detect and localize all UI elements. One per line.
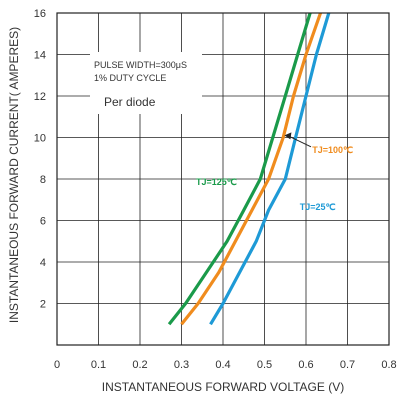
y-tick-labels: 2 4 6 8 10 12 14 16 (34, 8, 46, 311)
series-labels: TJ=125℃ TJ=100℃ TJ=25℃ (196, 132, 353, 212)
series-label-arrow (289, 135, 312, 148)
y-tick-label: 2 (40, 299, 46, 311)
y-tick-label: 10 (34, 133, 46, 145)
arrow-head (284, 132, 292, 140)
x-tick-label: 0.7 (340, 359, 355, 371)
series-line-1 (180, 12, 323, 326)
y-tick-label: 8 (40, 174, 46, 186)
pulse-width-note: PULSE WIDTH=300μS (94, 60, 187, 70)
per-diode-note: Per diode (104, 95, 156, 109)
x-tick-labels: 0 0.1 0.2 0.3 0.4 0.5 0.6 0.7 0.8 (54, 359, 397, 371)
annotation-background (90, 52, 202, 114)
x-tick-label: 0.2 (132, 359, 147, 371)
x-tick-label: 0.6 (298, 359, 313, 371)
y-tick-label: 6 (40, 216, 46, 228)
x-axis-title: INSTANTANEOUS FORWARD VOLTAGE (V) (102, 380, 344, 394)
x-tick-label: 0.3 (174, 359, 189, 371)
y-tick-label: 12 (34, 91, 46, 103)
x-tick-label: 0.4 (215, 359, 230, 371)
series-label-2: TJ=25℃ (300, 202, 336, 212)
y-tick-label: 14 (34, 50, 46, 62)
annotation-box (90, 52, 202, 114)
series-label-0: TJ=125℃ (196, 177, 237, 187)
x-tick-label: 0.8 (381, 359, 396, 371)
x-tick-label: 0.1 (91, 359, 106, 371)
y-axis-title: INSTANTANEOUS FORWARD CURRENT( AMPERES) (7, 27, 21, 323)
series-lines (167, 12, 331, 326)
y-tick-label: 4 (40, 257, 46, 269)
x-tick-label: 0.5 (257, 359, 272, 371)
series-line-2 (209, 12, 331, 326)
x-tick-label: 0 (54, 359, 60, 371)
duty-cycle-note: 1% DUTY CYCLE (94, 73, 166, 83)
plot-frame (56, 12, 390, 346)
y-tick-label: 16 (34, 8, 46, 20)
series-label-1: TJ=100℃ (312, 145, 353, 155)
series-line-0 (167, 12, 312, 326)
